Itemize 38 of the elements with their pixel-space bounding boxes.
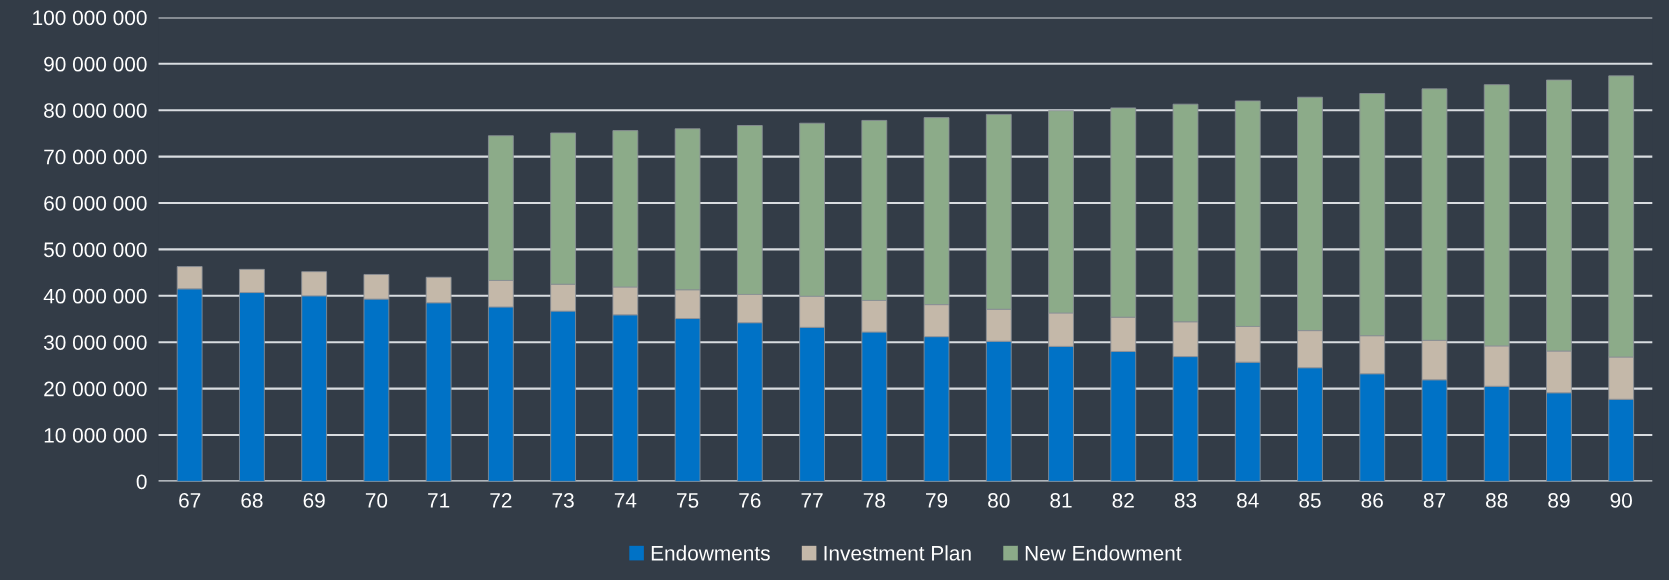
y-tick-label: 30 000 000 <box>43 335 147 350</box>
x-tick-label: 76 <box>739 493 761 508</box>
x-tick-label: 74 <box>614 493 637 508</box>
x-tick-label: 89 <box>1548 493 1570 508</box>
y-tick-label: 70 000 000 <box>44 149 147 165</box>
x-tick-label: 90 <box>1610 493 1632 508</box>
x-tick-label: 80 <box>988 493 1010 508</box>
legend-label: New Endowment <box>1025 545 1182 561</box>
x-tick-label: 68 <box>241 493 263 508</box>
x-tick-label: 82 <box>1112 493 1134 508</box>
y-tick-label: 0 <box>136 474 147 490</box>
x-tick-label: 88 <box>1486 493 1508 508</box>
x-tick-label: 69 <box>303 493 325 508</box>
x-tick-label: 77 <box>801 493 823 508</box>
y-tick-label: 40 000 000 <box>43 288 147 304</box>
y-tick-label: 80 000 000 <box>44 103 147 118</box>
x-tick-label: 86 <box>1361 493 1383 508</box>
x-tick-label: 83 <box>1174 493 1197 508</box>
x-tick-label: 79 <box>926 493 948 508</box>
x-tick-label: 85 <box>1299 493 1321 508</box>
y-tick-label: 20 000 000 <box>44 381 147 397</box>
y-tick-label: 100 000 000 <box>33 10 147 26</box>
x-tick-label: 75 <box>677 493 699 508</box>
y-tick-label: 10 000 000 <box>44 428 147 443</box>
x-tick-label: 78 <box>863 493 885 508</box>
x-tick-label: 84 <box>1237 493 1259 508</box>
y-tick-label: 60 000 000 <box>44 196 147 211</box>
x-tick-label: 72 <box>490 493 512 508</box>
y-tick-label: 90 000 000 <box>44 56 147 72</box>
x-tick-label: 71 <box>428 493 450 508</box>
x-tick-label: 73 <box>552 493 574 508</box>
x-tick-label: 67 <box>179 493 201 508</box>
y-tick-label: 50 000 000 <box>44 242 147 258</box>
x-tick-label: 70 <box>365 493 388 508</box>
x-tick-label: 87 <box>1423 493 1446 508</box>
legend-label: Endowments <box>651 545 770 561</box>
legend-label: Investment Plan <box>824 545 971 561</box>
x-tick-label: 81 <box>1050 493 1072 508</box>
